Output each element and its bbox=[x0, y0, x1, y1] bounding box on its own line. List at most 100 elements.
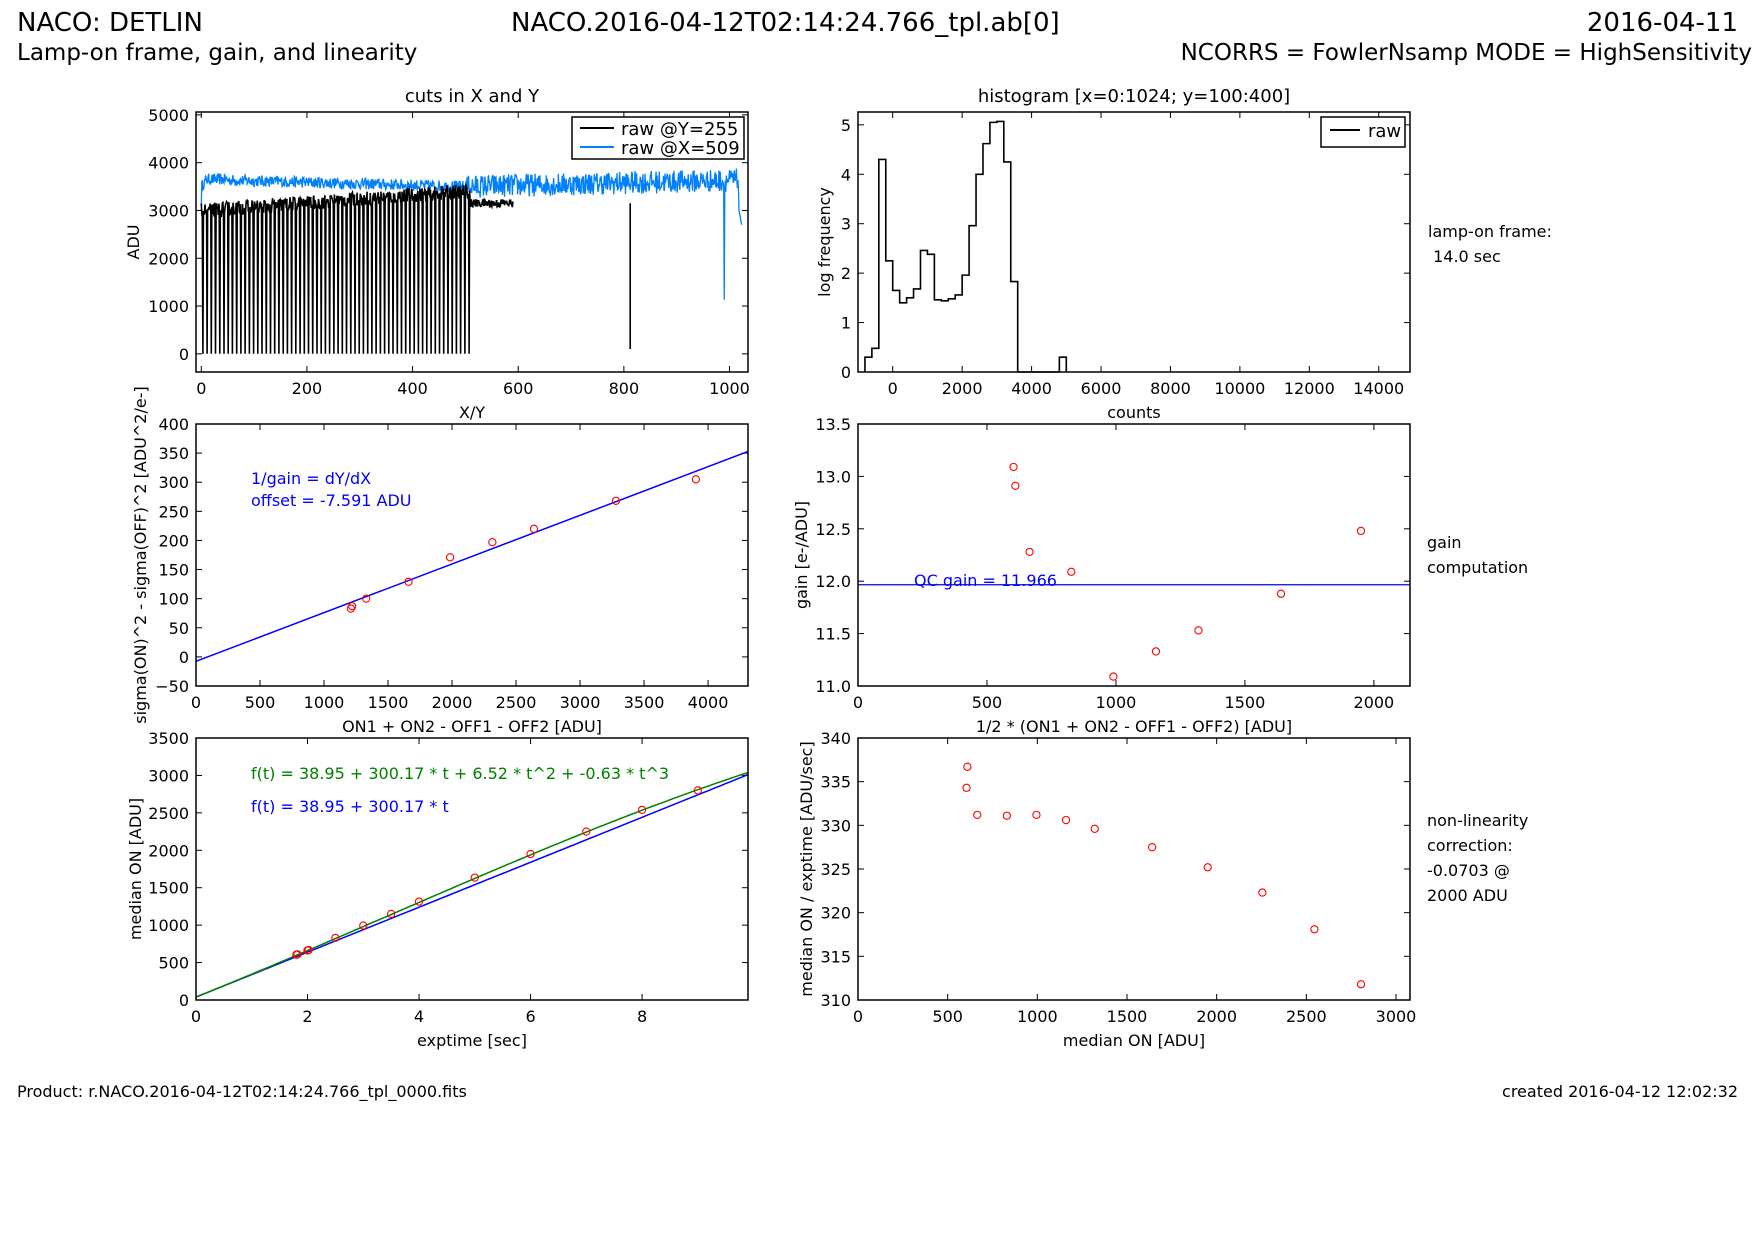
y-tick-label: 500 bbox=[158, 954, 189, 973]
x-axis-label: X/Y bbox=[459, 403, 485, 422]
data-point bbox=[963, 762, 972, 771]
x-tick-label: 4000 bbox=[1011, 379, 1052, 398]
plot-frame bbox=[195, 423, 749, 687]
x-tick-label: 1000 bbox=[1017, 1007, 1058, 1026]
fit-line bbox=[196, 450, 748, 663]
nonlin-note: non-linearity correction: -0.0703 @ 2000… bbox=[1427, 811, 1529, 905]
y-axis-label: ADU bbox=[124, 225, 143, 260]
data-point bbox=[362, 594, 371, 603]
annotation-offset: offset = -7.591 ADU bbox=[251, 491, 411, 510]
x-tick-label: 0 bbox=[888, 379, 898, 398]
y-axis-label: median ON / exptime [ADU/sec] bbox=[797, 741, 816, 996]
y-axis-label: log frequency bbox=[815, 187, 834, 297]
plot-frame bbox=[857, 423, 1411, 687]
x-tick-label: 0 bbox=[191, 693, 201, 712]
y-tick-label: 0 bbox=[179, 345, 189, 364]
y-axis-label: sigma(ON)^2 - sigma(OFF)^2 [ADU^2/e-] bbox=[131, 386, 150, 723]
y-tick-label: 2 bbox=[841, 264, 851, 283]
chart-gain_fit: 0 500 1000 1500 2000 2500 3000 3500 4000−5005010… bbox=[131, 386, 749, 736]
file-name: NACO.2016-04-12T02:14:24.766_tpl.ab[0] bbox=[511, 8, 1060, 38]
x-axis-label: counts bbox=[1107, 403, 1160, 422]
x-tick-label: 0 bbox=[853, 693, 863, 712]
legend-label-raw-y255: raw @Y=255 bbox=[621, 119, 738, 140]
report-subtitle: Lamp-on frame, gain, and linearity bbox=[17, 40, 418, 66]
y-tick-label: 1000 bbox=[148, 916, 189, 935]
y-tick-label: 0 bbox=[179, 991, 189, 1010]
data-point bbox=[445, 553, 455, 562]
x-tick-label: 1000 bbox=[709, 379, 750, 398]
legend-label-raw-x509: raw @X=509 bbox=[621, 138, 740, 159]
y-tick-label: 330 bbox=[820, 816, 851, 835]
chart-nonlinearity: 0 500 1000 1500 2000 2500 3000 310 315 320 325 330 3… bbox=[797, 729, 1416, 1050]
x-tick-label: 1500 bbox=[1107, 1007, 1148, 1026]
data-point bbox=[1009, 462, 1018, 472]
data-point bbox=[1276, 589, 1286, 598]
x-tick-label: 0 bbox=[196, 379, 206, 398]
legend: raw bbox=[1320, 116, 1406, 148]
y-tick-label: 4000 bbox=[148, 154, 189, 173]
y-tick-label: 0 bbox=[179, 648, 189, 667]
y-tick-label: 100 bbox=[158, 590, 189, 609]
data-point bbox=[526, 849, 535, 859]
created-timestamp: created 2016-04-12 12:02:32 bbox=[1502, 1082, 1738, 1101]
y-tick-label: 150 bbox=[158, 561, 189, 580]
y-tick-label: 12.5 bbox=[815, 520, 851, 539]
x-axis-label: exptime [sec] bbox=[417, 1031, 527, 1050]
x-tick-label: 2 bbox=[302, 1007, 312, 1026]
data-point bbox=[1002, 811, 1011, 820]
y-tick-label: 50 bbox=[169, 619, 189, 638]
y-tick-label: 320 bbox=[820, 904, 851, 923]
x-tick-label: 4000 bbox=[688, 693, 729, 712]
data-point bbox=[582, 827, 591, 836]
y-tick-label: −50 bbox=[155, 677, 189, 696]
y-tick-label: 3000 bbox=[148, 766, 189, 785]
data-point bbox=[387, 909, 396, 919]
y-tick-label: 200 bbox=[158, 531, 189, 550]
x-tick-label: 500 bbox=[972, 693, 1003, 712]
x-tick-label: 2000 bbox=[1196, 1007, 1237, 1026]
plot-frame bbox=[195, 737, 749, 1001]
y-tick-label: 0 bbox=[841, 363, 851, 382]
x-tick-label: 500 bbox=[932, 1007, 963, 1026]
fit-area bbox=[196, 450, 748, 663]
y-tick-label: 3500 bbox=[148, 729, 189, 748]
y-tick-label: 3000 bbox=[148, 201, 189, 220]
data-point bbox=[1032, 810, 1041, 820]
data-point bbox=[1147, 843, 1157, 852]
x-tick-label: 1000 bbox=[304, 693, 345, 712]
plot-frame bbox=[857, 111, 1411, 373]
annotation-gain-formula: 1/gain = dY/dX bbox=[251, 469, 371, 488]
y-tick-label: 1500 bbox=[148, 879, 189, 898]
x-tick-label: 1500 bbox=[1225, 693, 1266, 712]
data-point bbox=[331, 933, 340, 943]
y-tick-label: 12.0 bbox=[815, 572, 851, 591]
x-tick-label: 8000 bbox=[1150, 379, 1191, 398]
y-axis-label: median ON [ADU] bbox=[126, 798, 145, 940]
x-tick-label: 400 bbox=[397, 379, 428, 398]
annotation-qc-gain: QC gain = 11.966 bbox=[914, 571, 1057, 590]
data-point bbox=[404, 577, 413, 586]
y-tick-label: 400 bbox=[158, 415, 189, 434]
x-tick-label: 12000 bbox=[1284, 379, 1335, 398]
data-point bbox=[470, 873, 479, 882]
data-point bbox=[691, 475, 701, 484]
series-line-raw-y255 bbox=[200, 182, 514, 354]
x-tick-label: 6 bbox=[525, 1007, 535, 1026]
y-tick-label: 13.0 bbox=[815, 467, 851, 486]
data-point bbox=[304, 945, 313, 955]
data-point bbox=[1203, 863, 1212, 872]
series-line-raw-x509 bbox=[200, 168, 743, 300]
lamp-note: lamp-on frame: 14.0 sec bbox=[1428, 222, 1552, 266]
chart-cuts: 0 200 400 600 800 1000 0 1000 2000 3000 4000 5000 X/… bbox=[124, 86, 750, 422]
x-tick-label: 2000 bbox=[1354, 693, 1395, 712]
product-file: Product: r.NACO.2016-04-12T02:14:24.766_… bbox=[17, 1082, 467, 1101]
x-tick-label: 0 bbox=[853, 1007, 863, 1026]
data-point bbox=[637, 805, 647, 815]
data-point bbox=[1061, 815, 1071, 825]
data-point bbox=[359, 921, 368, 930]
data-point bbox=[1011, 481, 1020, 490]
data-point bbox=[1109, 672, 1118, 681]
data-point bbox=[1310, 925, 1319, 934]
x-axis-label: median ON [ADU] bbox=[1063, 1031, 1205, 1050]
